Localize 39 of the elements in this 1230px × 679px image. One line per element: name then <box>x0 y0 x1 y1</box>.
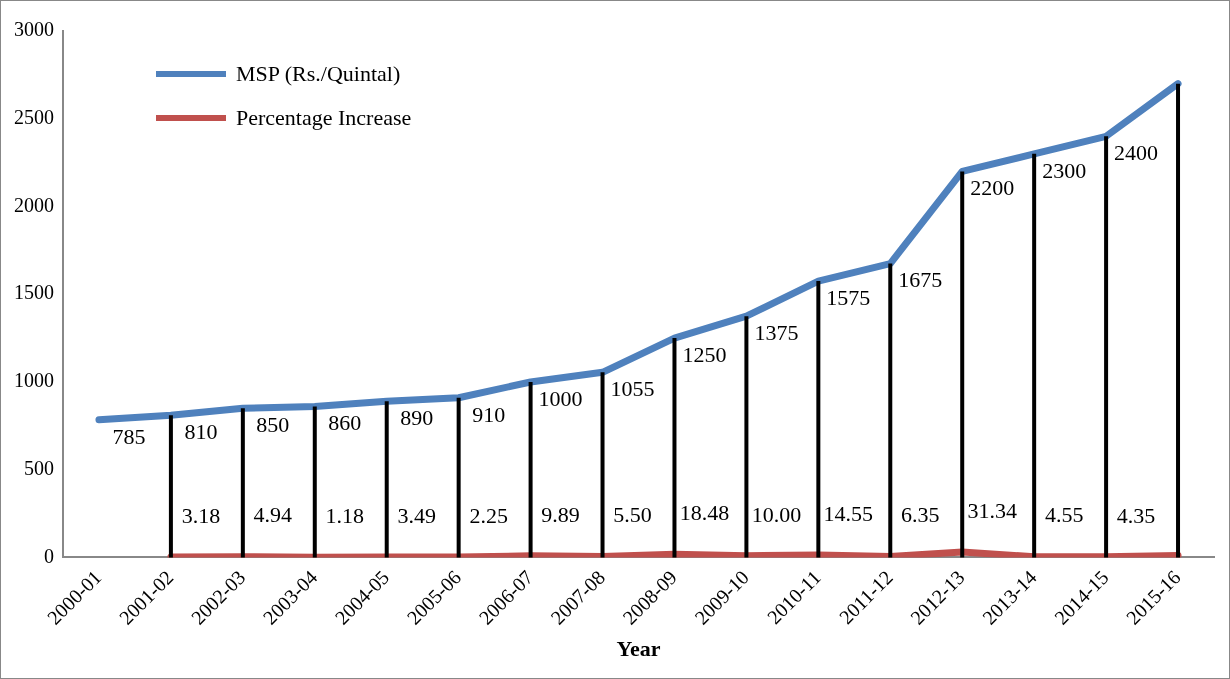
legend-label: Percentage Increase <box>236 105 412 131</box>
data-label: 2200 <box>970 175 1015 201</box>
data-label: 1000 <box>538 385 583 411</box>
data-label: 910 <box>472 401 506 427</box>
data-label: 785 <box>112 423 146 449</box>
data-label: 850 <box>256 412 290 438</box>
data-label: 1250 <box>682 341 727 367</box>
data-label: 10.00 <box>751 501 802 527</box>
data-label: 2300 <box>1042 157 1087 183</box>
data-label: 14.55 <box>823 500 874 526</box>
data-label: 3.49 <box>397 502 436 528</box>
data-label: 6.35 <box>901 502 940 528</box>
data-label: 810 <box>184 419 218 445</box>
y-tick-label: 2500 <box>14 106 54 128</box>
data-label: 1375 <box>754 319 799 345</box>
y-tick-label: 3000 <box>14 18 54 41</box>
data-label: 5.50 <box>613 502 652 528</box>
legend-label: MSP (Rs./Quintal) <box>236 61 401 87</box>
data-label: 18.48 <box>679 500 730 526</box>
data-label: 890 <box>400 405 434 431</box>
y-tick-label: 0 <box>44 544 54 567</box>
data-label: 4.55 <box>1044 502 1084 528</box>
y-tick-label: 500 <box>24 456 54 479</box>
y-tick-label: 2000 <box>14 193 54 216</box>
data-label: 2.25 <box>469 502 508 528</box>
data-label: 1.18 <box>325 503 365 529</box>
x-axis-title: Year <box>616 636 661 662</box>
data-label: 4.94 <box>253 502 293 528</box>
y-tick-label: 1000 <box>14 369 54 392</box>
data-label: 860 <box>328 410 362 436</box>
data-label: 9.89 <box>541 501 580 527</box>
data-label: 3.18 <box>181 502 221 528</box>
data-label: 1575 <box>826 284 871 310</box>
data-label: 1055 <box>610 376 655 402</box>
data-label: 31.34 <box>967 497 1017 523</box>
y-tick-label: 1500 <box>14 281 54 304</box>
data-label: 4.35 <box>1116 502 1156 528</box>
data-label: 1675 <box>898 267 943 293</box>
data-label: 2400 <box>1114 140 1159 166</box>
